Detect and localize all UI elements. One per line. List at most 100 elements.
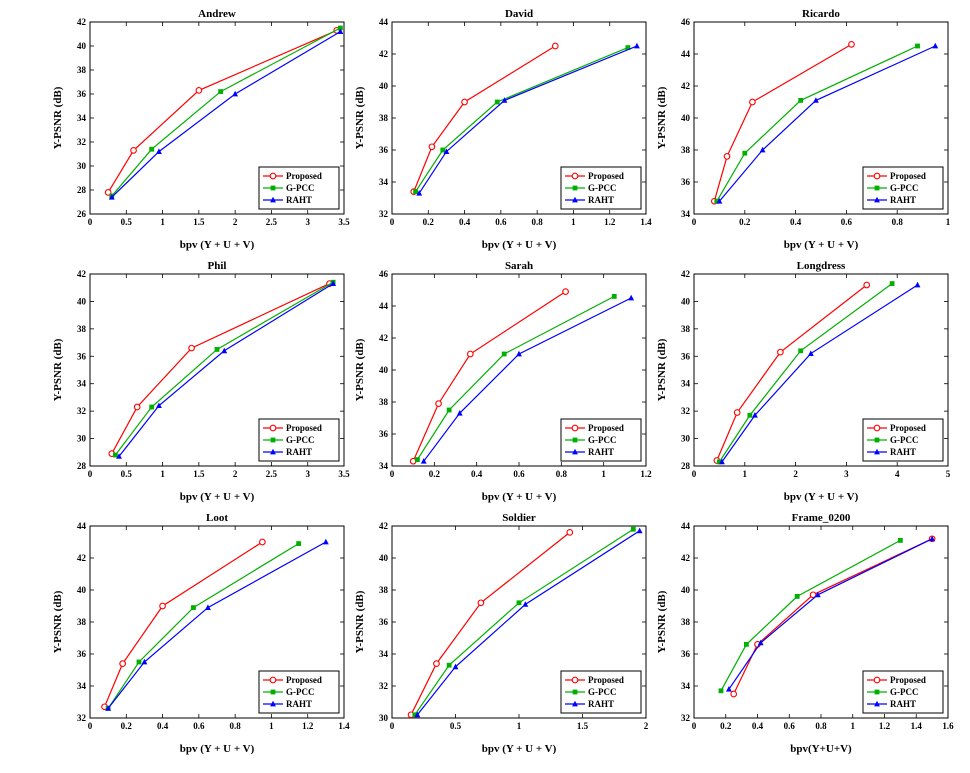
- legend: Proposed G-PCC RAHT: [560, 166, 642, 210]
- x-tick-label: 1: [517, 721, 522, 731]
- y-tick-label: 34: [77, 379, 87, 389]
- y-tick-label: 44: [77, 521, 87, 531]
- x-tick-label: 0.4: [157, 721, 169, 731]
- legend-entry-label: G-PCC: [588, 183, 617, 193]
- x-tick-label: 3: [305, 217, 310, 227]
- y-tick-label: 38: [77, 324, 87, 334]
- x-tick-label: 0: [88, 469, 93, 479]
- y-tick-label: 46: [681, 17, 691, 27]
- y-tick-label: 42: [681, 553, 691, 563]
- y-tick-label: 40: [681, 585, 691, 595]
- x-tick-label: 1.2: [879, 721, 891, 731]
- x-tick-label: 0.6: [784, 721, 796, 731]
- chart-soldier: 0 0.5 1 1.5 2 30 32 34 36 38 40 42 Soldier bpv (Y + U…: [352, 510, 654, 762]
- y-tick-label: 40: [379, 365, 389, 375]
- y-tick-label: 40: [681, 296, 691, 306]
- y-tick-label: 32: [77, 137, 87, 147]
- plot-svg: 0 0.5 1 1.5 2 2.5 3 3.5 26 28 30 32 34 36 38 40 42 Andrew…: [52, 8, 350, 251]
- plot-svg: 0 0.2 0.4 0.6 0.8 1 1.2 34 36 38 40 42 44 46 Sarah bpv …: [354, 260, 652, 503]
- legend: Proposed G-PCC RAHT: [862, 670, 944, 714]
- y-tick-label: 34: [379, 177, 389, 187]
- x-tick-label: 3: [305, 469, 310, 479]
- x-tick-label: 1.4: [640, 217, 652, 227]
- y-tick-label: 34: [77, 113, 87, 123]
- x-tick-label: 1.2: [604, 217, 616, 227]
- legend-entry-label: RAHT: [588, 699, 614, 709]
- y-tick-label: 38: [681, 324, 691, 334]
- y-tick-label: 40: [77, 585, 87, 595]
- x-axis-label: bpv (Y + U + V): [482, 239, 557, 251]
- x-tick-label: 2.5: [266, 469, 278, 479]
- y-tick-label: 30: [77, 161, 87, 171]
- y-tick-label: 40: [77, 41, 87, 51]
- chart-frame-0200: 0 0.2 0.4 0.6 0.8 1 1.2 1.4 1.6 32 34 36 38 40 42 44 Fra…: [654, 510, 956, 762]
- x-tick-label: 0.2: [739, 217, 751, 227]
- x-tick-label: 4: [895, 469, 900, 479]
- y-tick-label: 32: [77, 406, 87, 416]
- y-tick-label: 42: [77, 269, 87, 279]
- x-tick-label: 0: [692, 721, 697, 731]
- legend-entry-label: G-PCC: [890, 687, 919, 697]
- plot-svg: 0 0.2 0.4 0.6 0.8 1 34 36 38 40 42 44 46 Ricardo bpv (…: [656, 8, 951, 251]
- y-tick-label: 40: [379, 81, 389, 91]
- x-tick-label: 1: [160, 217, 165, 227]
- x-axis-label: bpv (Y + U + V): [180, 743, 255, 755]
- plot-svg: 0 0.2 0.4 0.6 0.8 1 1.2 1.4 1.6 32 34 36 38 40 42 44 Fra…: [656, 512, 954, 755]
- y-tick-label: 36: [77, 351, 87, 361]
- y-tick-label: 44: [681, 49, 691, 59]
- x-tick-label: 1.4: [338, 721, 350, 731]
- legend-entry-label: Proposed: [588, 675, 624, 685]
- x-tick-label: 1: [269, 721, 274, 731]
- x-tick-label: 1.6: [942, 721, 954, 731]
- y-tick-label: 40: [77, 296, 87, 306]
- y-tick-label: 34: [681, 209, 691, 219]
- x-tick-label: 0.6: [513, 469, 525, 479]
- y-tick-label: 38: [77, 65, 87, 75]
- legend-entry-label: Proposed: [890, 171, 926, 181]
- y-tick-label: 40: [681, 113, 691, 123]
- chart-sarah: 0 0.2 0.4 0.6 0.8 1 1.2 34 36 38 40 42 44 46 Sarah bpv …: [352, 258, 654, 510]
- x-tick-label: 0.6: [495, 217, 507, 227]
- legend-entry-label: Proposed: [286, 675, 322, 685]
- y-tick-label: 34: [77, 681, 87, 691]
- chart-ricardo: 0 0.2 0.4 0.6 0.8 1 34 36 38 40 42 44 46 Ricardo bpv (…: [654, 6, 956, 258]
- y-tick-label: 36: [681, 177, 691, 187]
- chart-grid: 0 0.5 1 1.5 2 2.5 3 3.5 26 28 30 32 34 36 38 40 42 Andrew…: [50, 6, 956, 762]
- x-tick-label: 1.2: [640, 469, 652, 479]
- legend-entry-label: RAHT: [890, 699, 916, 709]
- x-axis-label: bpv (Y + U + V): [482, 491, 557, 503]
- plot-svg: 0 0.2 0.4 0.6 0.8 1 1.2 1.4 32 34 36 38 40 42 44 Loot bp…: [52, 512, 350, 755]
- plot-svg: 0 0.2 0.4 0.6 0.8 1 1.2 1.4 32 34 36 38 40 42 44 David b…: [354, 8, 652, 251]
- x-tick-label: 0: [390, 721, 395, 731]
- chart-phil: 0 0.5 1 1.5 2 2.5 3 3.5 28 30 32 34 36 38 40 42 Phil bpv …: [50, 258, 352, 510]
- y-tick-label: 38: [379, 397, 389, 407]
- x-tick-label: 3.5: [338, 469, 350, 479]
- y-tick-label: 28: [77, 185, 87, 195]
- y-tick-label: 34: [379, 649, 389, 659]
- x-tick-label: 3: [844, 469, 849, 479]
- legend: Proposed G-PCC RAHT: [862, 418, 944, 462]
- x-tick-label: 1: [851, 721, 856, 731]
- plot-svg: 0 0.5 1 1.5 2 30 32 34 36 38 40 42 Soldier bpv (Y + U…: [354, 512, 649, 755]
- y-tick-label: 36: [77, 89, 87, 99]
- legend-entry-label: Proposed: [588, 423, 624, 433]
- legend-entry-label: Proposed: [286, 423, 322, 433]
- x-tick-label: 0.2: [720, 721, 732, 731]
- y-tick-label: 32: [77, 713, 87, 723]
- x-tick-label: 0: [692, 217, 697, 227]
- legend-entry-label: G-PCC: [286, 183, 315, 193]
- x-tick-label: 0.8: [815, 721, 827, 731]
- y-tick-label: 38: [681, 145, 691, 155]
- x-axis-label: bpv (Y + U + V): [784, 491, 859, 503]
- y-tick-label: 42: [77, 553, 87, 563]
- y-tick-label: 42: [77, 17, 87, 27]
- y-tick-label: 46: [379, 269, 389, 279]
- x-axis-label: bpv(Y+U+V): [790, 743, 852, 755]
- y-tick-label: 42: [379, 521, 389, 531]
- legend: Proposed G-PCC RAHT: [258, 670, 340, 714]
- legend: Proposed G-PCC RAHT: [258, 166, 340, 210]
- y-tick-label: 38: [379, 113, 389, 123]
- x-tick-label: 0.8: [230, 721, 242, 731]
- y-tick-label: 36: [379, 617, 389, 627]
